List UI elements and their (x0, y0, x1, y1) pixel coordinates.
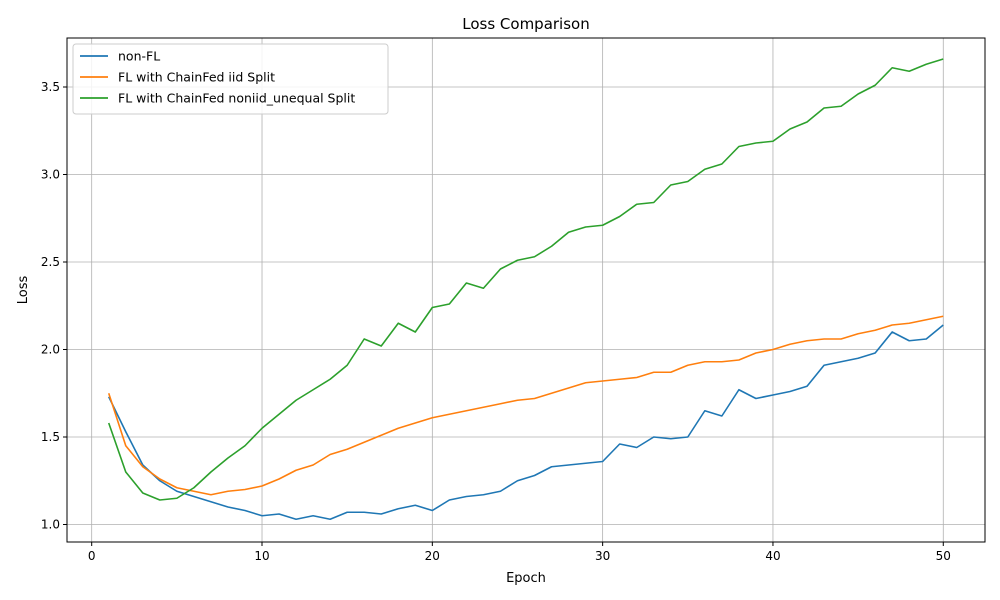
x-tick-label: 20 (425, 549, 440, 563)
series-lines (107, 58, 944, 521)
y-tick-label: 1.5 (41, 430, 60, 444)
axis-ticks: 0 10 20 30 40 50 1.0 1.5 2.0 2.5 3.0 3.5 (41, 80, 951, 563)
chart-title: Loss Comparison (462, 15, 589, 33)
legend: non-FL FL with ChainFed iid Split FL with … (72, 43, 389, 115)
grid-lines (67, 38, 985, 542)
plot-area-frame (66, 37, 986, 543)
series-line-1 (108, 324, 944, 521)
x-axis-label: Epoch (506, 571, 546, 586)
legend-entry: FL with ChainFed noniid_unequal Split (118, 91, 355, 106)
x-tick-label: 40 (765, 549, 780, 563)
series-line-2 (107, 315, 944, 496)
legend-entry: FL with ChainFed iid Split (118, 70, 275, 85)
x-tick-label: 30 (595, 549, 610, 563)
y-tick-label: 1.0 (41, 518, 60, 532)
legend-box (72, 43, 389, 115)
x-tick-label: 50 (936, 549, 951, 563)
y-tick-label: 2.5 (41, 255, 60, 269)
x-tick-label: 0 (88, 549, 96, 563)
y-tick-label: 3.5 (41, 80, 60, 94)
x-tick-label: 10 (254, 549, 269, 563)
legend-entry: non-FL (118, 49, 160, 64)
y-axis-label: Loss (16, 276, 31, 305)
y-tick-label: 2.0 (41, 343, 60, 357)
series-line-3 (107, 58, 944, 501)
y-tick-label: 3.0 (41, 168, 60, 182)
